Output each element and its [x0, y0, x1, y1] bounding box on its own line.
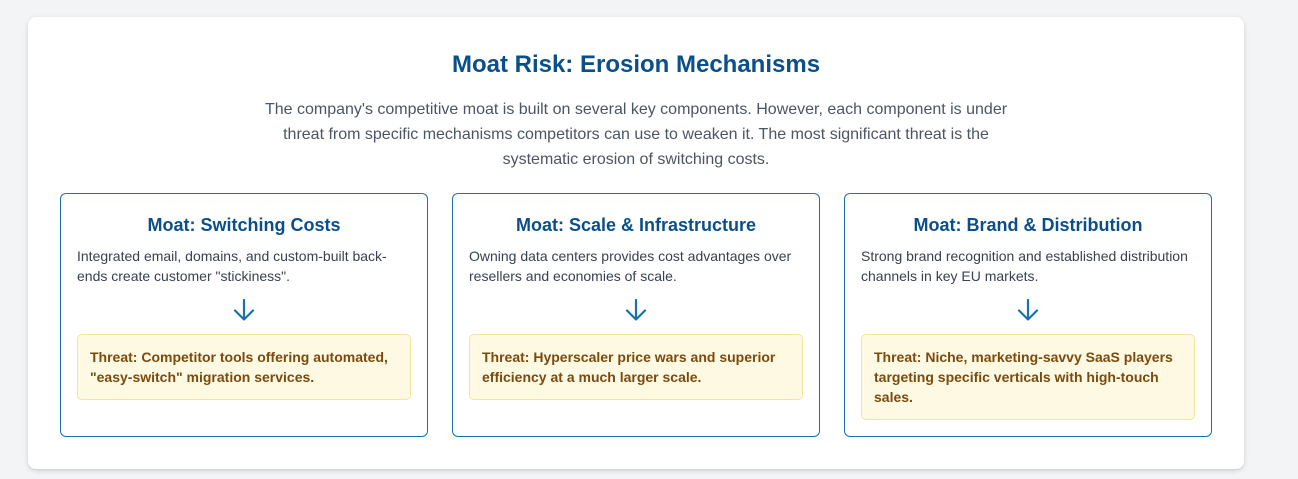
threat-box: Threat: Niche, marketing-savvy SaaS play…: [861, 334, 1195, 420]
arrow-down-icon: [1017, 298, 1039, 321]
moat-card-brand-distribution: Moat: Brand & Distribution Strong brand …: [844, 193, 1212, 437]
arrow-down-icon: [233, 298, 255, 321]
moat-description: Owning data centers provides cost advant…: [469, 248, 792, 284]
intro-paragraph: The company's competitive moat is built …: [264, 101, 1008, 168]
moat-card-scale-infrastructure: Moat: Scale & Infrastructure Owning data…: [452, 193, 820, 437]
moat-title: Moat: Scale & Infrastructure: [515, 215, 757, 235]
moat-card-switching-costs: Moat: Switching Costs Integrated email, …: [60, 193, 428, 437]
threat-box: Threat: Competitor tools offering automa…: [77, 334, 411, 400]
arrow-down-icon: [625, 298, 647, 321]
moat-description: Integrated email, domains, and custom-bu…: [77, 248, 387, 284]
page-title: Moat Risk: Erosion Mechanisms: [451, 51, 821, 78]
threat-box: Threat: Hyperscaler price wars and super…: [469, 334, 803, 400]
erosion-mechanisms-card: Moat Risk: Erosion Mechanisms The compan…: [28, 17, 1244, 469]
moat-description: Strong brand recognition and established…: [861, 248, 1188, 284]
moat-title: Moat: Brand & Distribution: [913, 215, 1143, 235]
moat-title: Moat: Switching Costs: [147, 215, 341, 235]
